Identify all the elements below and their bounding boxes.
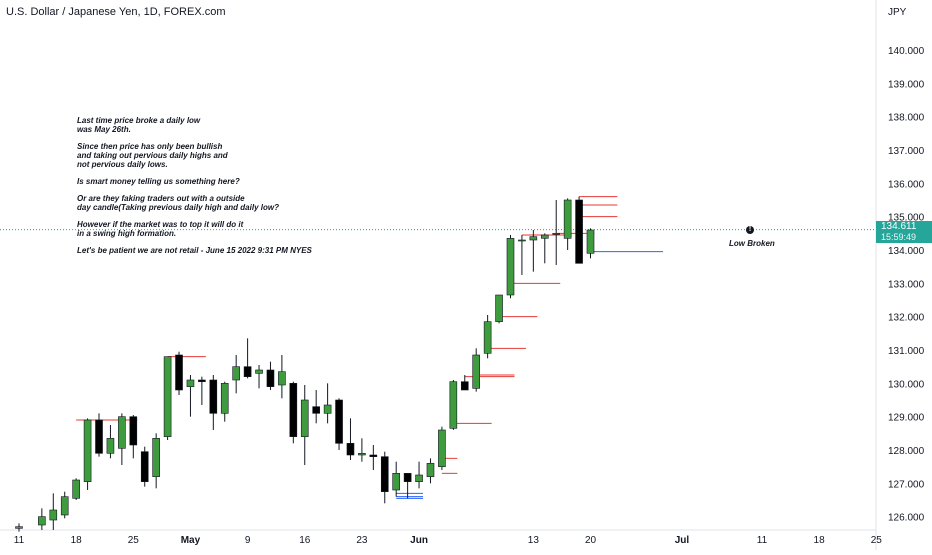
last-price: 134.611 bbox=[881, 221, 917, 232]
candle-body bbox=[83, 419, 92, 482]
y-tick-label: 139.000 bbox=[888, 79, 925, 90]
candle-body bbox=[506, 238, 515, 296]
annotation-line: Is smart money telling us something here… bbox=[77, 177, 240, 186]
x-tick-label: 25 bbox=[871, 535, 883, 546]
candle-body bbox=[495, 294, 503, 322]
candle-body bbox=[129, 416, 138, 446]
candle-body bbox=[575, 199, 583, 264]
y-tick-label: 131.000 bbox=[888, 346, 925, 357]
candle-body bbox=[460, 381, 469, 391]
x-tick-label: Jun bbox=[410, 535, 428, 546]
x-tick-label: 23 bbox=[356, 535, 368, 546]
y-tick-label: 133.000 bbox=[888, 279, 925, 290]
candle-body bbox=[220, 383, 229, 414]
candle-body bbox=[95, 419, 103, 454]
y-tick-label: 135.000 bbox=[888, 213, 925, 224]
candle-body bbox=[15, 526, 23, 529]
candle-body bbox=[38, 516, 46, 526]
candle-body bbox=[266, 369, 275, 387]
x-tick-label: 16 bbox=[299, 535, 311, 546]
currency-label: JPY bbox=[888, 7, 907, 18]
candle-body bbox=[198, 379, 206, 382]
last-price-badge: 134.611 15:59:49 bbox=[876, 221, 932, 243]
annotation-line: Since then price has only been bullish a… bbox=[77, 142, 228, 169]
x-tick-label: 13 bbox=[528, 535, 540, 546]
candle-body bbox=[140, 451, 149, 482]
candle-body bbox=[323, 404, 332, 414]
candle-body bbox=[175, 354, 183, 391]
candle-body bbox=[232, 366, 240, 381]
candle-body bbox=[335, 399, 343, 444]
x-tick-label: 18 bbox=[71, 535, 83, 546]
candle-body bbox=[563, 199, 572, 239]
analysis-annotation: Last time price broke a daily low was Ma… bbox=[77, 116, 377, 263]
y-tick-label: 127.000 bbox=[888, 479, 925, 490]
y-tick-label: 140.000 bbox=[888, 46, 925, 57]
candle-body bbox=[392, 473, 400, 491]
candle-body bbox=[152, 438, 160, 477]
y-tick-label: 129.000 bbox=[888, 413, 925, 424]
candle-body bbox=[72, 479, 80, 499]
candle-body bbox=[106, 438, 115, 454]
y-tick-label: 136.000 bbox=[888, 179, 925, 190]
candle-body bbox=[369, 454, 378, 457]
candle-body bbox=[300, 399, 309, 437]
x-tick-label: 18 bbox=[814, 535, 826, 546]
candle-body bbox=[472, 354, 481, 389]
candle-body bbox=[529, 236, 538, 241]
candle-body bbox=[403, 473, 412, 482]
x-tick-label: 25 bbox=[128, 535, 140, 546]
candle-body bbox=[278, 371, 286, 386]
candle-body bbox=[518, 239, 526, 242]
candle-body bbox=[586, 229, 595, 254]
x-tick-label: May bbox=[181, 535, 201, 546]
candle-body bbox=[312, 406, 320, 414]
candle-body bbox=[552, 233, 561, 235]
candle-body bbox=[540, 234, 549, 239]
x-tick-label: Jul bbox=[675, 535, 690, 546]
candle-body bbox=[346, 443, 355, 456]
y-tick-label: 138.000 bbox=[888, 113, 925, 124]
candle-body bbox=[289, 383, 298, 437]
annotation-line: Last time price broke a daily low was Ma… bbox=[77, 116, 201, 134]
annotation-line: Let's be patient we are not retail - Jun… bbox=[77, 246, 312, 255]
x-tick-label: 11 bbox=[757, 535, 768, 546]
candle-body bbox=[415, 474, 423, 482]
annotation-line: However if the market was to top it will… bbox=[77, 220, 244, 238]
candle-body bbox=[483, 321, 492, 354]
low-broken-label: Low Broken bbox=[729, 239, 775, 248]
info-circle-icon[interactable]: ! bbox=[746, 226, 754, 234]
x-tick-label: 20 bbox=[585, 535, 597, 546]
candle-body bbox=[49, 509, 58, 521]
candle-body bbox=[60, 496, 69, 516]
candle-body bbox=[209, 379, 218, 414]
bar-countdown: 15:59:49 bbox=[881, 232, 917, 242]
x-tick-label: 11 bbox=[14, 535, 25, 546]
y-tick-label: 130.000 bbox=[888, 379, 925, 390]
y-tick-label: 128.000 bbox=[888, 446, 925, 457]
candle-body bbox=[438, 429, 446, 467]
y-tick-label: 126.000 bbox=[888, 513, 925, 524]
candle-body bbox=[380, 456, 389, 492]
candle-body bbox=[449, 381, 458, 429]
candle-body bbox=[426, 463, 435, 477]
candle-body bbox=[358, 453, 366, 456]
candle-body bbox=[255, 369, 263, 374]
x-tick-label: 9 bbox=[245, 535, 251, 546]
y-tick-label: 137.000 bbox=[888, 146, 925, 157]
candle-body bbox=[186, 379, 195, 387]
candle-body bbox=[163, 356, 172, 437]
symbol-title: U.S. Dollar / Japanese Yen, 1D, FOREX.co… bbox=[6, 6, 226, 18]
annotation-line: Or are they faking traders out with a ou… bbox=[77, 194, 279, 212]
y-tick-label: 132.000 bbox=[888, 313, 925, 324]
candle-body bbox=[243, 366, 252, 377]
candle-body bbox=[118, 416, 126, 449]
y-tick-label: 134.000 bbox=[888, 246, 925, 257]
